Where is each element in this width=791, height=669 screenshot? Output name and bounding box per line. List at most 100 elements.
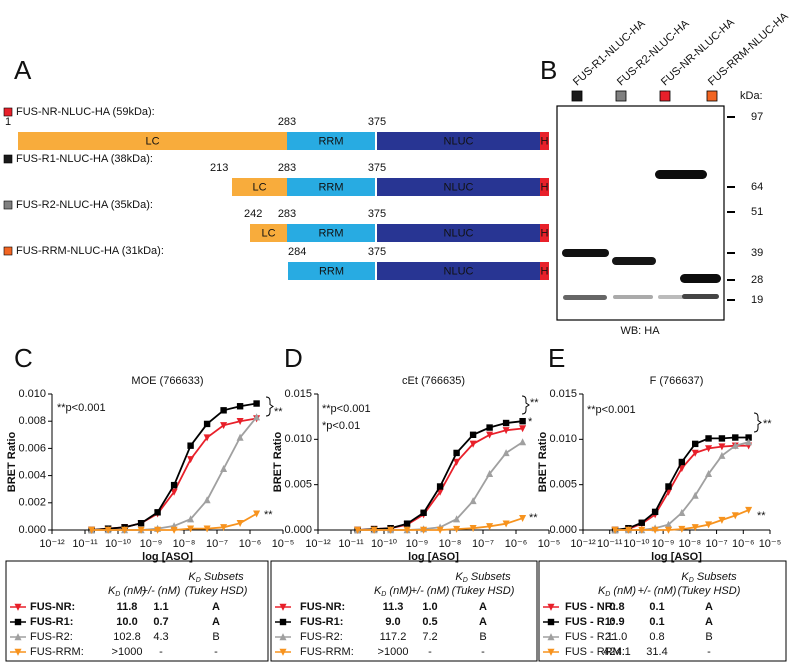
data-point	[154, 526, 162, 534]
legend-marker	[14, 648, 22, 656]
header-part: K	[108, 585, 116, 597]
data-point	[718, 443, 726, 451]
marker-label: 19	[751, 294, 763, 306]
y-tick-label: 0.010	[18, 388, 46, 400]
table-cell: A	[705, 616, 713, 628]
header-part: K	[188, 571, 196, 583]
construct-swatch	[3, 246, 13, 256]
data-point	[187, 515, 195, 523]
x-tick-label: 10⁻⁹	[406, 538, 429, 550]
chart-title: MOE (766633)	[131, 375, 203, 387]
boundary-residue: 375	[368, 162, 386, 174]
table-cell: B	[479, 631, 486, 643]
domain-label: NLUC	[444, 135, 474, 147]
x-tick-label: 10⁻⁷	[472, 538, 494, 550]
header-part: K	[455, 571, 463, 583]
data-point	[638, 526, 646, 534]
header-sub: D	[381, 591, 386, 598]
table-cell: A	[705, 601, 713, 613]
y-tick-label: 0.000	[18, 524, 46, 536]
data-point	[611, 526, 619, 534]
lane-swatch	[706, 90, 718, 102]
header-sub: D	[689, 577, 694, 584]
table-cell: 11.3	[383, 601, 404, 613]
legend-marker	[547, 648, 555, 656]
table-cell: 9.0	[385, 616, 400, 628]
table-box	[538, 560, 787, 662]
domain-rrm	[288, 262, 375, 280]
data-point	[691, 449, 699, 457]
header-sub: D	[115, 591, 120, 598]
domain-rrm	[287, 224, 375, 242]
table-box	[270, 560, 538, 662]
domain-label: RRM	[319, 265, 344, 277]
legend-marker	[547, 618, 555, 626]
annotation: **	[529, 512, 538, 524]
domain-h	[540, 132, 549, 150]
data-point	[502, 427, 510, 435]
annotation: **	[264, 509, 273, 521]
table-cell: B	[705, 631, 712, 643]
data-point	[220, 407, 227, 414]
table-header: (Tukey HSD)	[678, 585, 741, 597]
annotation: **	[757, 510, 766, 522]
table-cell: 1.0	[422, 601, 437, 613]
table-cell: -	[214, 646, 218, 658]
x-tick-label: 10⁻¹²	[39, 538, 65, 550]
table-cell: -	[481, 646, 485, 658]
domain-nluc	[377, 178, 540, 196]
legend-label: FUS-R2:	[30, 631, 73, 643]
data-point	[745, 438, 753, 446]
data-point	[731, 441, 739, 449]
data-point	[519, 418, 526, 425]
data-point	[664, 526, 673, 534]
y-tick-label: 0.000	[549, 524, 577, 536]
data-point	[502, 419, 510, 427]
data-point	[718, 435, 726, 442]
domain-label: NLUC	[444, 227, 474, 239]
table-cell: 11.8	[117, 601, 138, 613]
x-tick-label: 10⁻⁵	[759, 538, 782, 550]
legend-label: FUS - R2:	[565, 631, 614, 643]
x-tick-label: 10⁻⁷	[706, 538, 728, 550]
data-point	[236, 418, 244, 426]
domain-label: H	[541, 265, 549, 277]
domain-label: LC	[145, 135, 159, 147]
table-cell: A	[212, 616, 220, 628]
data-point	[154, 509, 161, 516]
y-tick-label: 0.005	[549, 479, 577, 491]
x-tick-label: 10⁻¹¹	[597, 538, 623, 550]
data-point	[665, 483, 672, 490]
data-point	[253, 413, 261, 421]
table-header: KD Subsets	[681, 571, 737, 584]
annotation: **p<0.001	[57, 402, 106, 414]
data-point	[502, 520, 510, 528]
data-point	[203, 525, 211, 533]
x-axis-label: log [ASO]	[651, 551, 702, 563]
header-part: K	[374, 585, 382, 597]
x-tick-label: 10⁻⁸	[173, 538, 196, 550]
data-point	[469, 440, 477, 448]
data-point	[170, 481, 178, 489]
legend-label: FUS-RRM:	[30, 646, 84, 658]
data-point	[170, 488, 178, 496]
lane-label: FUS-R2-NLUC-HA	[615, 17, 692, 88]
data-point	[718, 516, 726, 524]
domain-h	[540, 262, 549, 280]
domain-h	[540, 178, 549, 196]
start-residue: 1	[5, 116, 11, 128]
domain-lc	[18, 132, 287, 150]
lane-swatch	[659, 90, 671, 102]
domain-label: NLUC	[444, 181, 474, 193]
data-point	[453, 515, 461, 523]
table-cell: A	[479, 601, 487, 613]
legend-label: FUS - NR:	[565, 601, 616, 613]
x-tick-label: 10⁻¹¹	[72, 538, 98, 550]
x-tick-label: 10⁻⁹	[652, 538, 675, 550]
legend-marker	[14, 603, 22, 611]
lane-swatch	[571, 90, 583, 102]
data-point	[203, 420, 211, 428]
blot-caption: WB: HA	[620, 325, 660, 337]
legend-marker	[547, 603, 555, 611]
data-point	[220, 422, 228, 430]
